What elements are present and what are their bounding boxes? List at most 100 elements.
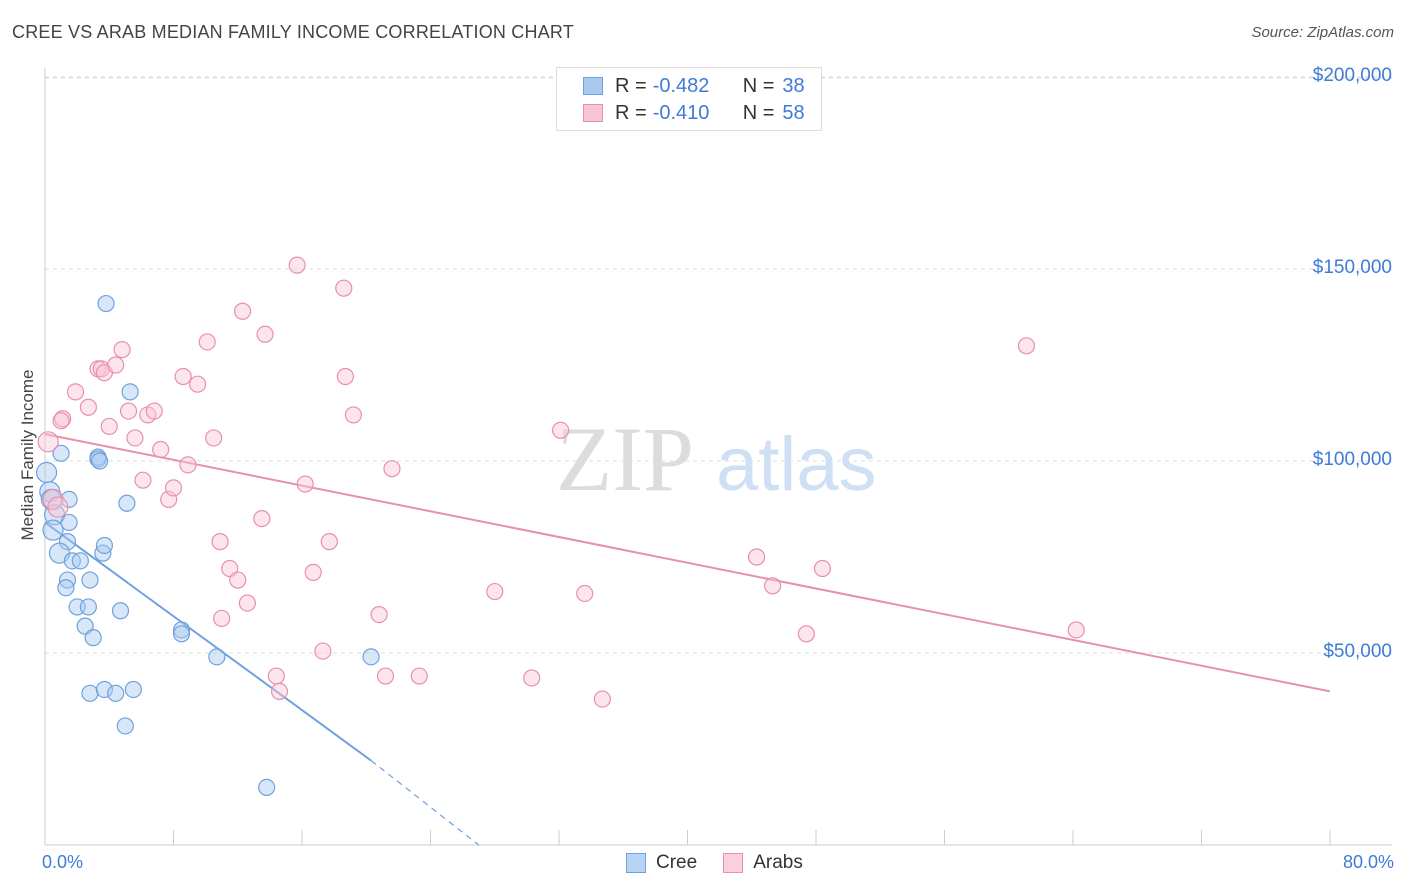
data-point-cree (172, 625, 191, 643)
y-tick-label: $150,000 (1312, 257, 1392, 278)
axes (44, 68, 1392, 846)
data-point-cree (124, 680, 142, 699)
data-point-cree (362, 648, 380, 666)
data-point-cree (58, 533, 77, 551)
watermark: ZIP atlas (556, 408, 877, 510)
data-point-arabs (813, 559, 832, 578)
legend-swatch-cree (583, 77, 603, 95)
data-point-cree (91, 452, 109, 470)
data-point-arabs (233, 302, 252, 320)
data-point-cree (121, 383, 139, 401)
data-point-arabs (747, 548, 766, 566)
data-point-cree (42, 519, 64, 541)
data-point-arabs (66, 383, 85, 401)
legend-swatch-arabs (723, 853, 744, 873)
data-point-cree (95, 536, 114, 555)
data-point-arabs (164, 479, 183, 497)
legend-swatch-cree (626, 853, 646, 873)
data-point-arabs (145, 402, 163, 420)
data-point-cree (116, 717, 134, 735)
data-point-arabs (410, 667, 428, 685)
data-point-arabs (238, 594, 256, 612)
source-label: Source: ZipAtlas.com (1251, 24, 1394, 41)
n-label: N = (742, 74, 775, 97)
data-point-arabs (288, 256, 306, 274)
trend-line-cree (44, 521, 372, 762)
data-point-arabs (79, 398, 97, 416)
r-value-cree: -0.482 (652, 74, 710, 97)
data-point-cree (79, 598, 97, 616)
data-points (36, 256, 1085, 797)
data-point-arabs (126, 429, 144, 447)
legend-item-arabs[interactable]: Arabs (723, 852, 803, 874)
data-point-arabs (552, 421, 570, 439)
data-point-arabs (1017, 337, 1036, 355)
data-point-arabs (119, 402, 138, 420)
data-point-cree (97, 294, 115, 313)
data-point-arabs (376, 667, 395, 685)
gridlines (45, 76, 1392, 654)
data-point-cree (118, 494, 136, 512)
legend-row-arabs: R = -0.410 N = 58 (557, 100, 805, 126)
data-point-arabs (205, 429, 223, 447)
data-point-arabs (593, 690, 611, 708)
data-point-cree (71, 552, 89, 570)
data-point-arabs (486, 582, 504, 601)
data-point-arabs (314, 642, 332, 660)
data-point-cree (36, 461, 58, 484)
data-point-arabs (134, 471, 152, 489)
data-point-arabs (256, 325, 274, 343)
data-point-arabs (179, 456, 197, 474)
legend-item-cree[interactable]: Cree (626, 852, 697, 874)
data-point-arabs (523, 669, 541, 687)
y-tick-label: $50,000 (1323, 641, 1392, 662)
chart-title: CREE VS ARAB MEDIAN FAMILY INCOME CORREL… (12, 22, 574, 42)
legend-row-cree: R = -0.482 N = 38 (557, 73, 805, 99)
data-point-cree (111, 602, 130, 620)
data-point-arabs (764, 577, 782, 595)
trend-extension-cree (370, 760, 480, 846)
data-point-cree (60, 490, 78, 508)
r-label: R = (615, 74, 647, 97)
data-point-cree (208, 648, 226, 666)
data-point-arabs (152, 440, 170, 459)
legend-swatch-arabs (583, 104, 603, 122)
n-label: N = (742, 101, 775, 124)
data-point-arabs (797, 625, 815, 643)
data-point-arabs (1067, 621, 1085, 639)
data-point-arabs (344, 406, 362, 424)
data-point-arabs (304, 563, 322, 581)
legend-label-cree: Cree (656, 852, 698, 873)
watermark-zip: ZIP (556, 408, 694, 510)
data-point-arabs (320, 533, 338, 551)
n-value-cree: 38 (782, 74, 805, 97)
data-point-cree (95, 680, 114, 699)
y-tick-label: $200,000 (1312, 65, 1392, 86)
legend-label-arabs: Arabs (753, 852, 803, 873)
data-point-cree (52, 444, 70, 462)
trend-lines (44, 433, 1331, 846)
data-point-arabs (47, 496, 69, 518)
n-value-arabs: 58 (782, 101, 805, 124)
data-point-arabs (52, 412, 70, 430)
correlation-legend: R = -0.482 N = 38 R = -0.410 N = 58 (556, 67, 822, 131)
data-point-arabs (113, 341, 131, 359)
data-point-arabs (100, 417, 118, 436)
data-point-arabs (270, 682, 289, 701)
data-point-arabs (336, 367, 354, 386)
data-point-arabs (107, 356, 125, 374)
data-point-cree (81, 684, 99, 702)
data-point-arabs (296, 475, 314, 493)
data-point-cree (84, 629, 102, 647)
data-point-arabs (383, 460, 401, 478)
series-legend: Cree Arabs (626, 852, 829, 874)
data-point-arabs (188, 375, 207, 393)
data-point-arabs (37, 431, 59, 453)
r-label: R = (615, 101, 647, 124)
data-point-arabs (370, 605, 388, 624)
data-point-arabs (253, 509, 271, 528)
data-point-cree (107, 684, 125, 702)
x-tick-label-max: 80.0% (1342, 852, 1394, 872)
data-point-arabs (213, 609, 231, 628)
